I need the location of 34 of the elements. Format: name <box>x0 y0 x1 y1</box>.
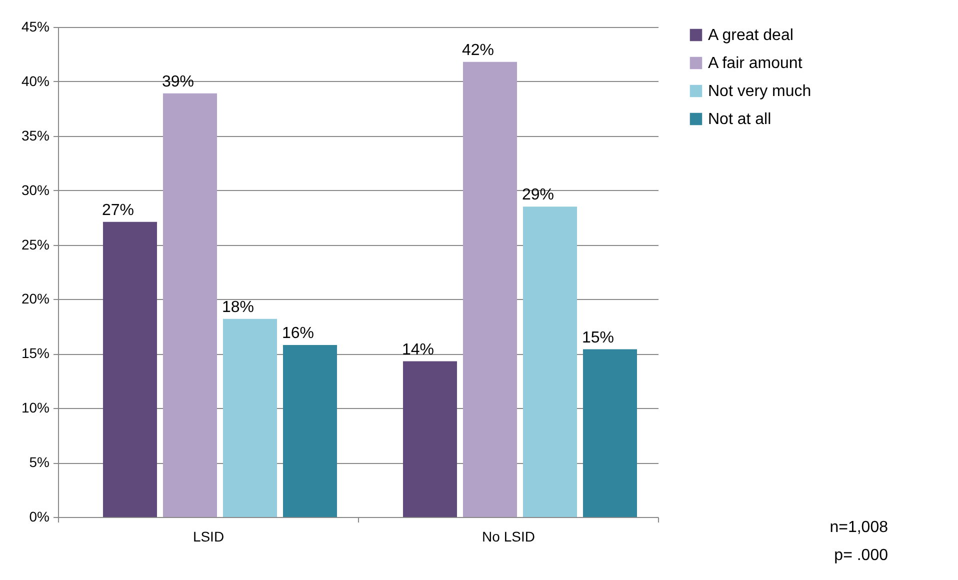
y-tick-label: 10% <box>21 400 50 416</box>
bar <box>163 93 217 517</box>
y-tick-label: 35% <box>21 127 50 144</box>
text: n=1,008 <box>830 519 888 536</box>
bar <box>223 318 277 517</box>
y-tick-label: 0% <box>29 508 50 524</box>
bar <box>523 206 577 517</box>
legend-label: A great deal <box>708 27 794 44</box>
y-tick-label: 30% <box>21 182 50 198</box>
legend-label: A fair amount <box>708 55 803 72</box>
data-label: 42% <box>462 42 494 59</box>
y-tick-label: 45% <box>21 18 50 34</box>
x-tick-label: No LSID <box>482 528 535 544</box>
data-label: 18% <box>222 298 254 316</box>
bar <box>463 62 517 517</box>
bar <box>103 222 157 517</box>
data-label: 39% <box>162 73 194 90</box>
bar <box>283 344 337 517</box>
y-tick-label: 5% <box>29 454 50 470</box>
data-label: 14% <box>402 341 434 358</box>
legend-label: Not very much <box>708 83 812 100</box>
text: p= .000 <box>834 547 888 564</box>
y-tick-label: 40% <box>21 72 50 89</box>
y-tick-label: 15% <box>21 345 50 362</box>
x-tick-label: LSID <box>192 528 224 544</box>
bar <box>583 349 637 517</box>
data-label: 15% <box>582 329 614 346</box>
data-label: 29% <box>522 186 554 204</box>
y-tick-label: 25% <box>21 236 50 252</box>
legend-label: Not at all <box>708 111 772 128</box>
y-tick-label: 20% <box>21 290 50 307</box>
bar <box>403 361 457 517</box>
data-label: 16% <box>282 324 314 342</box>
data-label: 27% <box>102 202 134 219</box>
